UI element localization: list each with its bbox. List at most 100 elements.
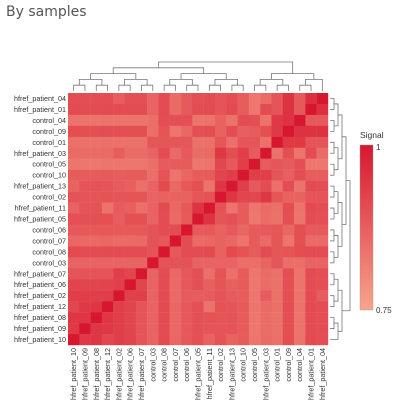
page-title: By samples [6,4,87,20]
heatmap-cell [237,180,250,192]
heatmap-cell [79,169,91,181]
heatmap-cell [101,103,114,116]
heatmap-cell [135,246,148,258]
heatmap-cell [316,235,329,247]
heatmap-cell [282,312,295,324]
heatmap-cell [294,169,306,181]
heatmap-cell [113,114,125,127]
column-label: hfref_patient_09 [80,348,89,400]
heatmap-cell [316,257,329,269]
heatmap-cell [79,93,91,105]
heatmap-cell [113,103,125,116]
heatmap-cell [294,191,306,203]
heatmap-cell [248,235,261,247]
heatmap-cell [237,169,250,181]
dendrogram-branch [342,180,351,312]
heatmap-cell [181,334,193,346]
heatmap-cell [305,147,317,159]
heatmap-cell [305,301,317,313]
heatmap-cell [79,268,91,280]
heatmap-cell [294,202,306,214]
heatmap-cell [90,235,103,247]
heatmap-cell [237,224,250,236]
heatmap-cell [260,301,272,313]
heatmap-cell [135,257,148,269]
heatmap-cell [192,323,204,335]
dendrogram-branch [95,84,108,91]
heatmap-cell [203,202,216,214]
heatmap-cell [113,235,125,247]
heatmap-cell [181,323,193,335]
heatmap-cell [282,235,295,247]
column-label: hfref_patient_01 [307,348,316,400]
heatmap-cell [113,268,125,280]
dendrogram-branch [334,103,339,127]
heatmap-cell [316,180,329,192]
heatmap-cell [90,202,103,214]
heatmap-cell [305,334,317,346]
heatmap-cell [305,93,317,105]
heatmap-cell [169,191,182,203]
dendrogram-branch [330,322,339,340]
heatmap-cell [101,279,114,291]
heatmap-cell [248,290,261,302]
heatmap-cell [203,114,216,127]
heatmap-cell [294,290,306,302]
heatmap-cell [113,158,125,170]
heatmap-cell [135,93,148,105]
heatmap-cell [271,334,283,346]
heatmap-cell [282,246,295,258]
heatmap-cell [294,268,306,280]
heatmap-cell [203,334,216,346]
heatmap-cell [79,279,91,291]
heatmap-cell [316,301,329,313]
heatmap-cell [316,323,329,335]
heatmap-cell [282,202,295,214]
heatmap-cell [158,114,170,127]
heatmap-cell [101,268,114,280]
heatmap-cell [305,125,317,138]
heatmap-cell [282,125,295,138]
heatmap-cell [147,279,159,291]
heatmap-cell [79,202,91,214]
heatmap-cell [169,114,182,127]
heatmap-cell [248,257,261,269]
heatmap-cell [226,93,238,105]
heatmap-cell [237,136,250,148]
row-label: control_10 [32,171,66,180]
heatmap-cell [181,169,193,181]
dendrogram-branch [208,84,222,91]
heatmap-cell [294,93,306,105]
heatmap-cell [260,213,272,225]
heatmap-cell [248,312,261,324]
heatmap-cell [271,268,283,280]
row-label: control_04 [32,116,66,125]
heatmap-cell [113,136,125,148]
heatmap-cell [305,323,317,335]
heatmap-cell [316,191,329,203]
heatmap-cell [271,301,283,313]
heatmap-cell [260,180,272,192]
heatmap-cell [124,169,137,181]
heatmap-cell [282,213,295,225]
dendrogram-branch [338,202,343,247]
heatmap-cell [169,202,182,214]
row-dendrogram [330,98,351,340]
heatmap-cell [101,224,114,236]
heatmap-cell [248,213,261,225]
heatmap-cell [192,279,204,291]
heatmap-cell [260,268,272,280]
heatmap-cell [226,191,238,203]
heatmap-cell [294,158,306,170]
dendrogram-branch [304,79,323,91]
heatmap-cell [192,268,204,280]
column-label: control_06 [182,348,191,382]
heatmap-cell [79,224,91,236]
heatmap-cell [260,169,272,181]
heatmap-cell [271,290,283,302]
heatmap-cell [226,103,238,116]
heatmap-cell [158,323,170,335]
heatmap-cell [248,136,261,148]
heatmap-cell [169,93,182,105]
heatmap-cell [305,224,317,236]
